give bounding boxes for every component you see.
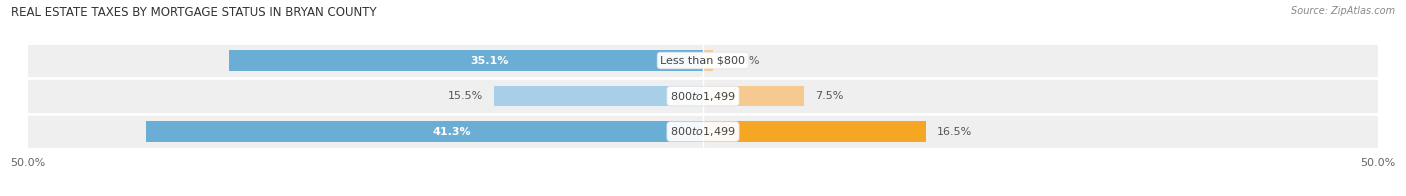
Bar xyxy=(494,86,703,106)
Text: 15.5%: 15.5% xyxy=(447,91,484,101)
Text: 7.5%: 7.5% xyxy=(815,91,844,101)
Text: 0.74%: 0.74% xyxy=(724,55,759,65)
Text: 41.3%: 41.3% xyxy=(433,127,471,137)
Bar xyxy=(703,121,925,142)
Text: Source: ZipAtlas.com: Source: ZipAtlas.com xyxy=(1291,6,1395,16)
Bar xyxy=(146,121,703,142)
FancyBboxPatch shape xyxy=(28,78,1378,114)
Text: REAL ESTATE TAXES BY MORTGAGE STATUS IN BRYAN COUNTY: REAL ESTATE TAXES BY MORTGAGE STATUS IN … xyxy=(11,6,377,19)
Bar xyxy=(703,86,804,106)
Text: $800 to $1,499: $800 to $1,499 xyxy=(671,90,735,103)
FancyBboxPatch shape xyxy=(28,43,1378,78)
Bar xyxy=(229,50,703,71)
Text: $800 to $1,499: $800 to $1,499 xyxy=(671,125,735,138)
Bar xyxy=(703,50,713,71)
Text: Less than $800: Less than $800 xyxy=(661,55,745,65)
FancyBboxPatch shape xyxy=(28,114,1378,149)
Text: 16.5%: 16.5% xyxy=(936,127,972,137)
Text: 35.1%: 35.1% xyxy=(471,55,509,65)
